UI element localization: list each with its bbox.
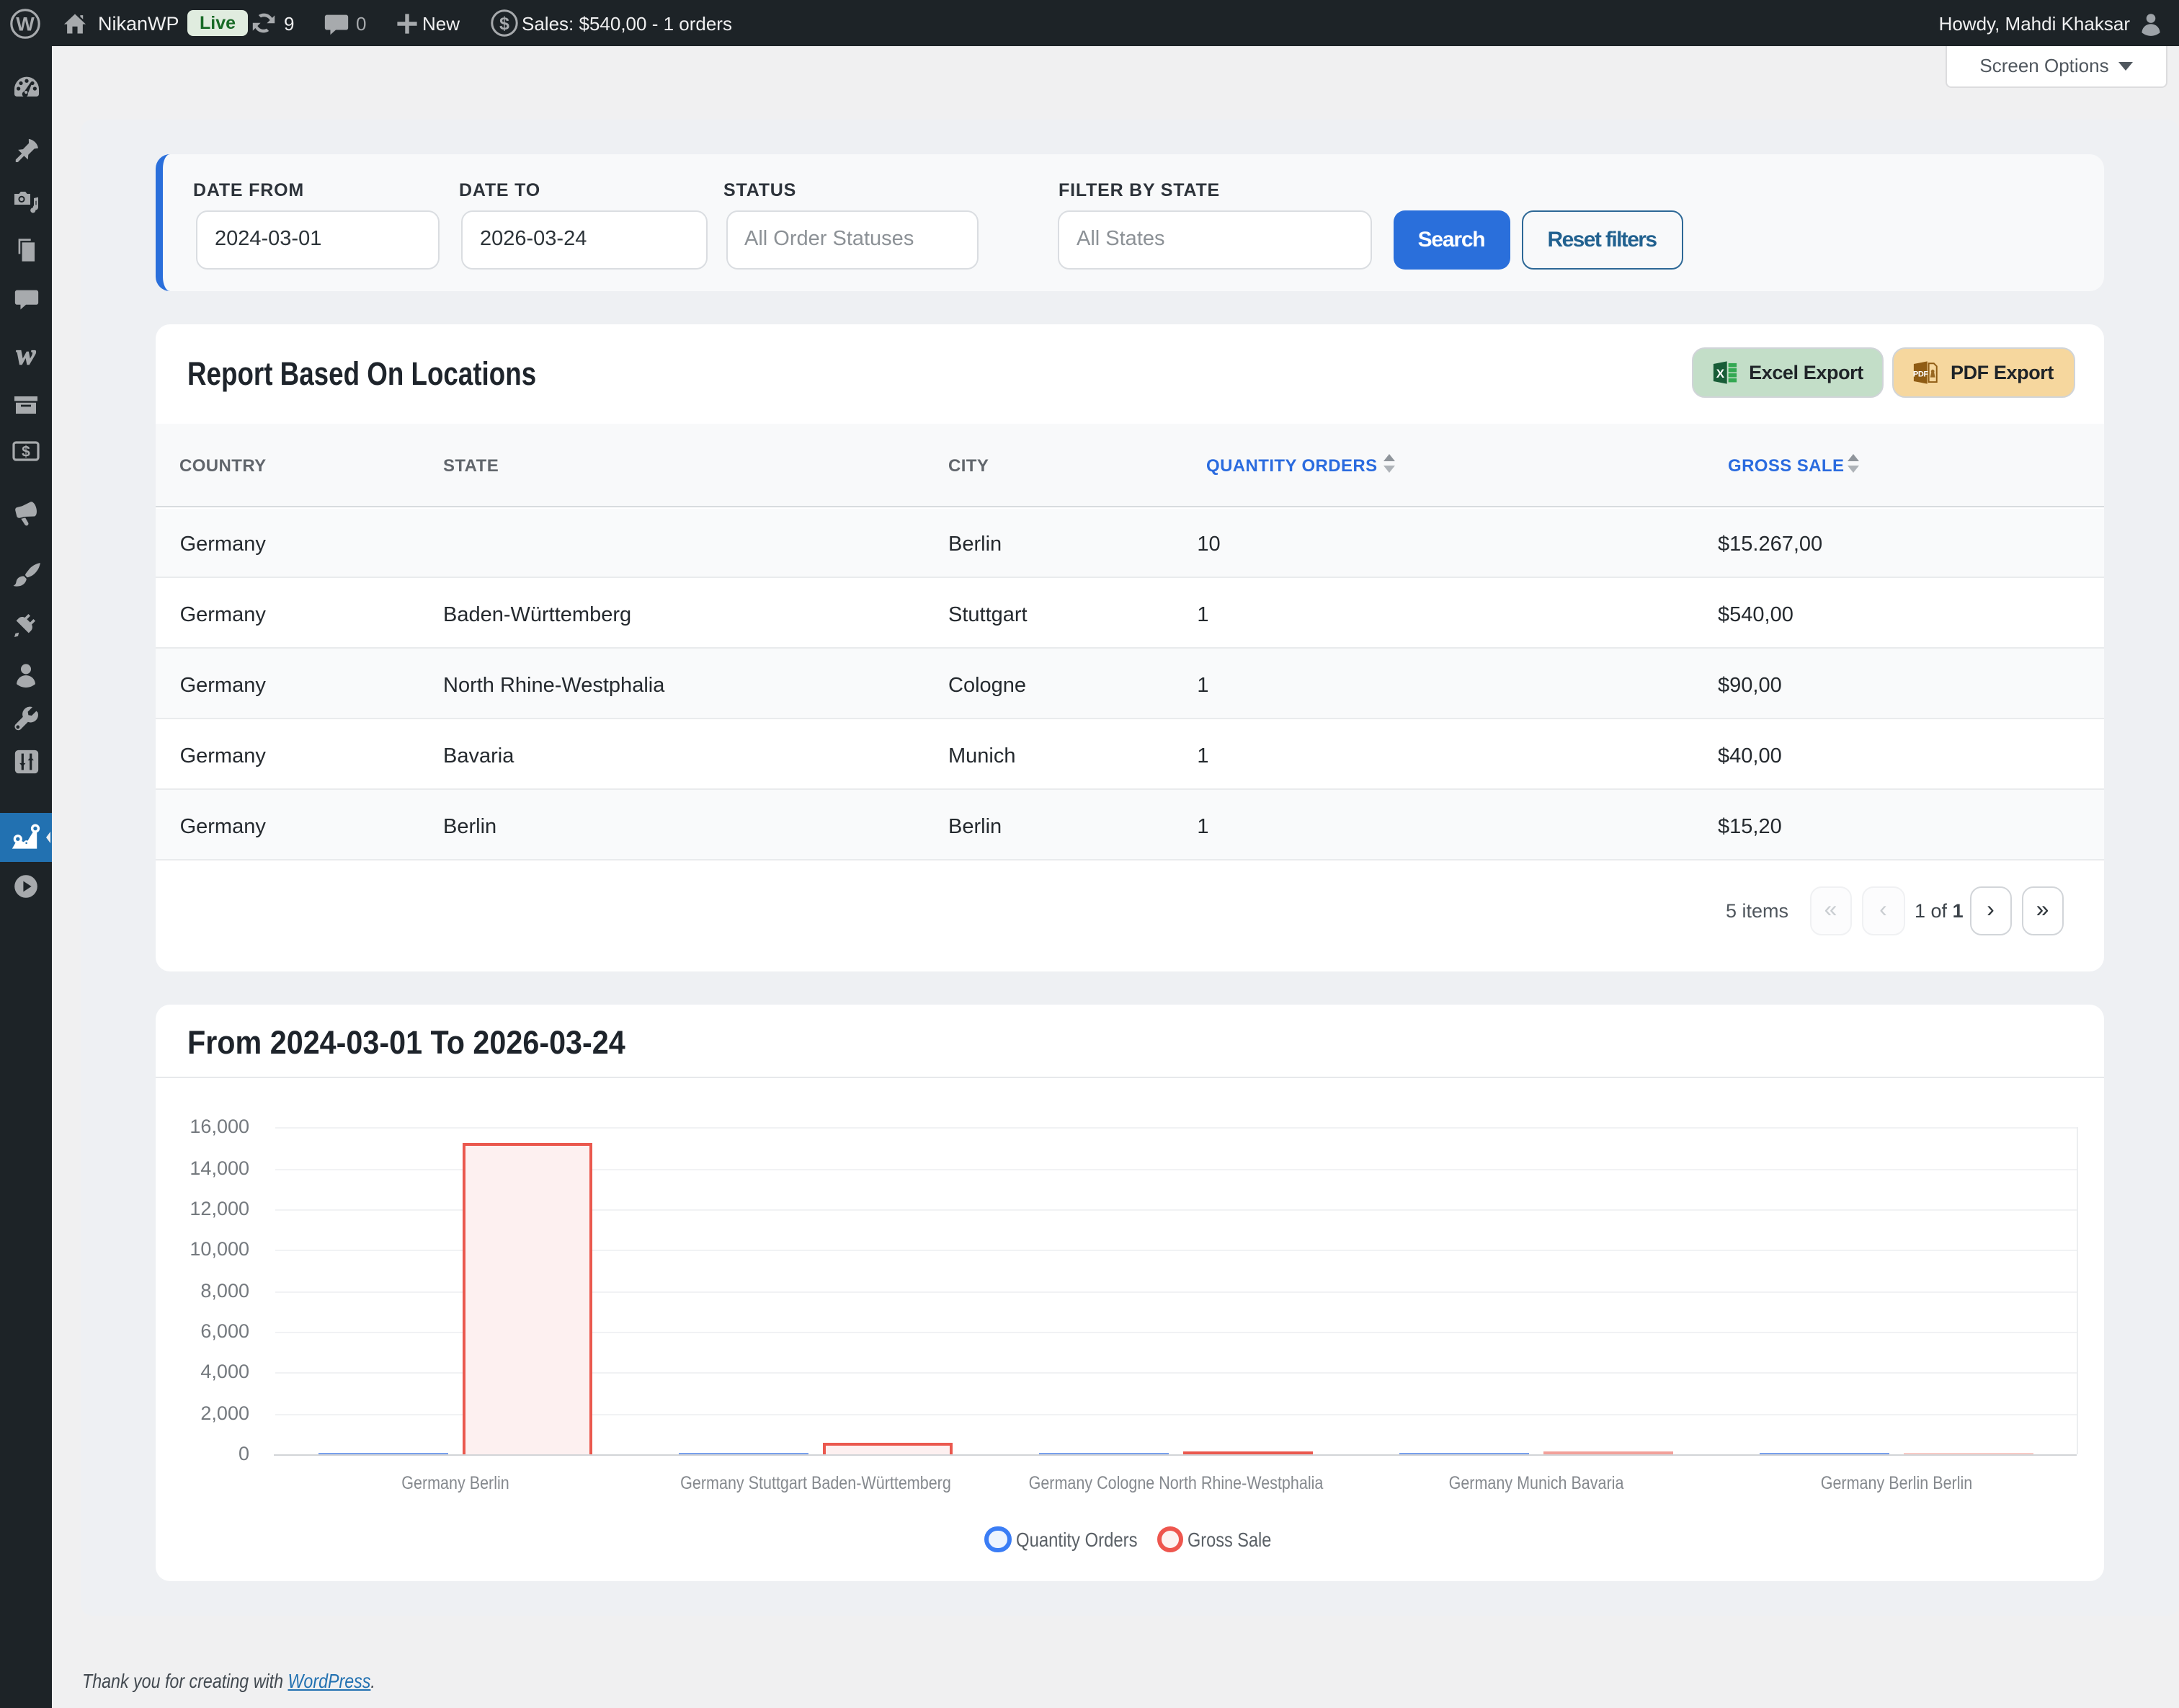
svg-text:w: w bbox=[17, 344, 36, 366]
svg-text:W: W bbox=[16, 12, 35, 34]
svg-text:PDF: PDF bbox=[1914, 370, 1930, 378]
svg-text:$: $ bbox=[22, 444, 30, 461]
svg-text:$: $ bbox=[499, 14, 509, 34]
svg-text:X: X bbox=[1716, 366, 1724, 380]
